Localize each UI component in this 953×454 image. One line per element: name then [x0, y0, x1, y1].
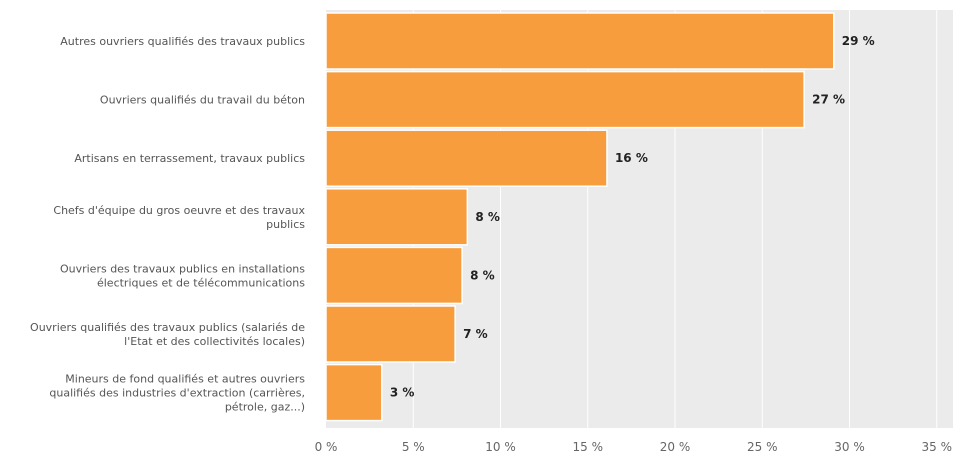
x-tick-label: 5 %	[402, 440, 425, 454]
category-label: Mineurs de fond qualifiés et autres ouvr…	[49, 373, 305, 414]
category-label: Autres ouvriers qualifiés des travaux pu…	[60, 35, 305, 48]
bar	[325, 246, 463, 305]
data-label: 7 %	[463, 327, 488, 341]
bar	[325, 12, 835, 70]
data-label: 8 %	[475, 210, 500, 224]
bar	[325, 363, 383, 422]
x-tick-label: 25 %	[747, 440, 778, 454]
x-tick-label: 15 %	[573, 440, 604, 454]
bar	[325, 70, 805, 129]
data-label: 16 %	[615, 151, 648, 165]
data-label: 27 %	[812, 93, 845, 107]
category-label: Chefs d'équipe du gros oeuvre et des tra…	[53, 204, 305, 231]
bar	[325, 305, 456, 363]
x-tick-label: 10 %	[485, 440, 516, 454]
bar	[325, 188, 469, 246]
x-tick-label: 20 %	[660, 440, 691, 454]
category-label: Ouvriers qualifiés du travail du béton	[100, 94, 305, 107]
x-tick-label: 30 %	[834, 440, 865, 454]
x-tick-label: 0 %	[315, 440, 338, 454]
data-labels: 29 % 27 % 16 % 8 % 8 % 7 % 3 %	[390, 34, 875, 400]
bar	[325, 129, 608, 187]
bars	[325, 12, 835, 422]
data-label: 8 %	[470, 268, 495, 282]
x-tick-label: 35 %	[922, 440, 953, 454]
x-axis-tick-labels: 0 % 5 % 10 % 15 % 20 % 25 % 30 % 35 %	[315, 440, 952, 454]
data-label: 29 %	[842, 34, 875, 48]
category-label: Artisans en terrassement, travaux public…	[74, 152, 305, 165]
category-label: Ouvriers qualifiés des travaux publics (…	[30, 321, 305, 348]
category-label: Ouvriers des travaux publics en installa…	[60, 262, 305, 289]
category-labels: Autres ouvriers qualifiés des travaux pu…	[30, 35, 305, 414]
data-label: 3 %	[390, 386, 415, 400]
